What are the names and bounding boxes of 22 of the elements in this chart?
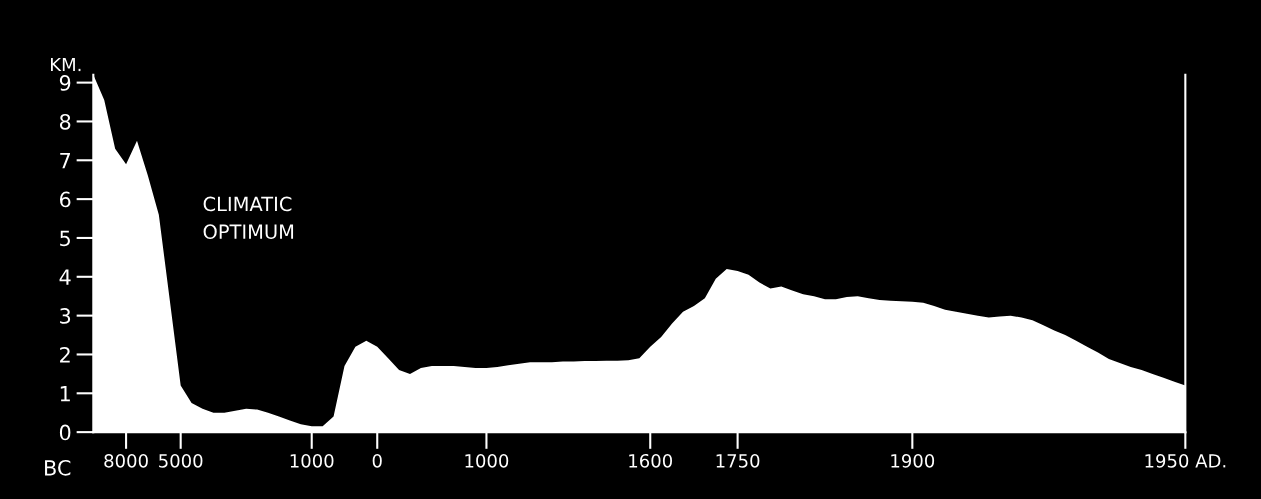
x-tick-label: 1750: [716, 453, 760, 468]
annotation: CLIMATIC OPTIMUM: [203, 196, 294, 240]
x-axis-title: BC: [45, 459, 71, 476]
y-tick-label: 4: [59, 269, 71, 285]
y-tick-label: 1: [60, 386, 70, 402]
y-tick-label: 8: [59, 113, 71, 130]
y-tick-label: 6: [59, 191, 71, 208]
y-tick-label: 9: [59, 75, 71, 91]
x-tick-label: 1000: [465, 453, 509, 468]
x-tick-label: 0: [372, 453, 382, 468]
x-tick-label: 1950 AD.: [1145, 453, 1226, 468]
x-tick-label: 5000: [159, 453, 203, 468]
y-tick-label: 5: [60, 230, 70, 247]
x-tick-label: 1900: [891, 453, 935, 468]
y-tick-label: 2: [60, 346, 70, 363]
x-tick-label: 1600: [629, 453, 673, 468]
y-tick-label: 3: [60, 308, 71, 324]
y-axis-title: KM.: [51, 57, 81, 72]
y-tick-label: 7: [60, 153, 71, 169]
x-tick-label: 8000: [104, 453, 148, 468]
y-tick-label: 0: [59, 424, 71, 441]
x-tick-label: 1000: [290, 453, 334, 468]
